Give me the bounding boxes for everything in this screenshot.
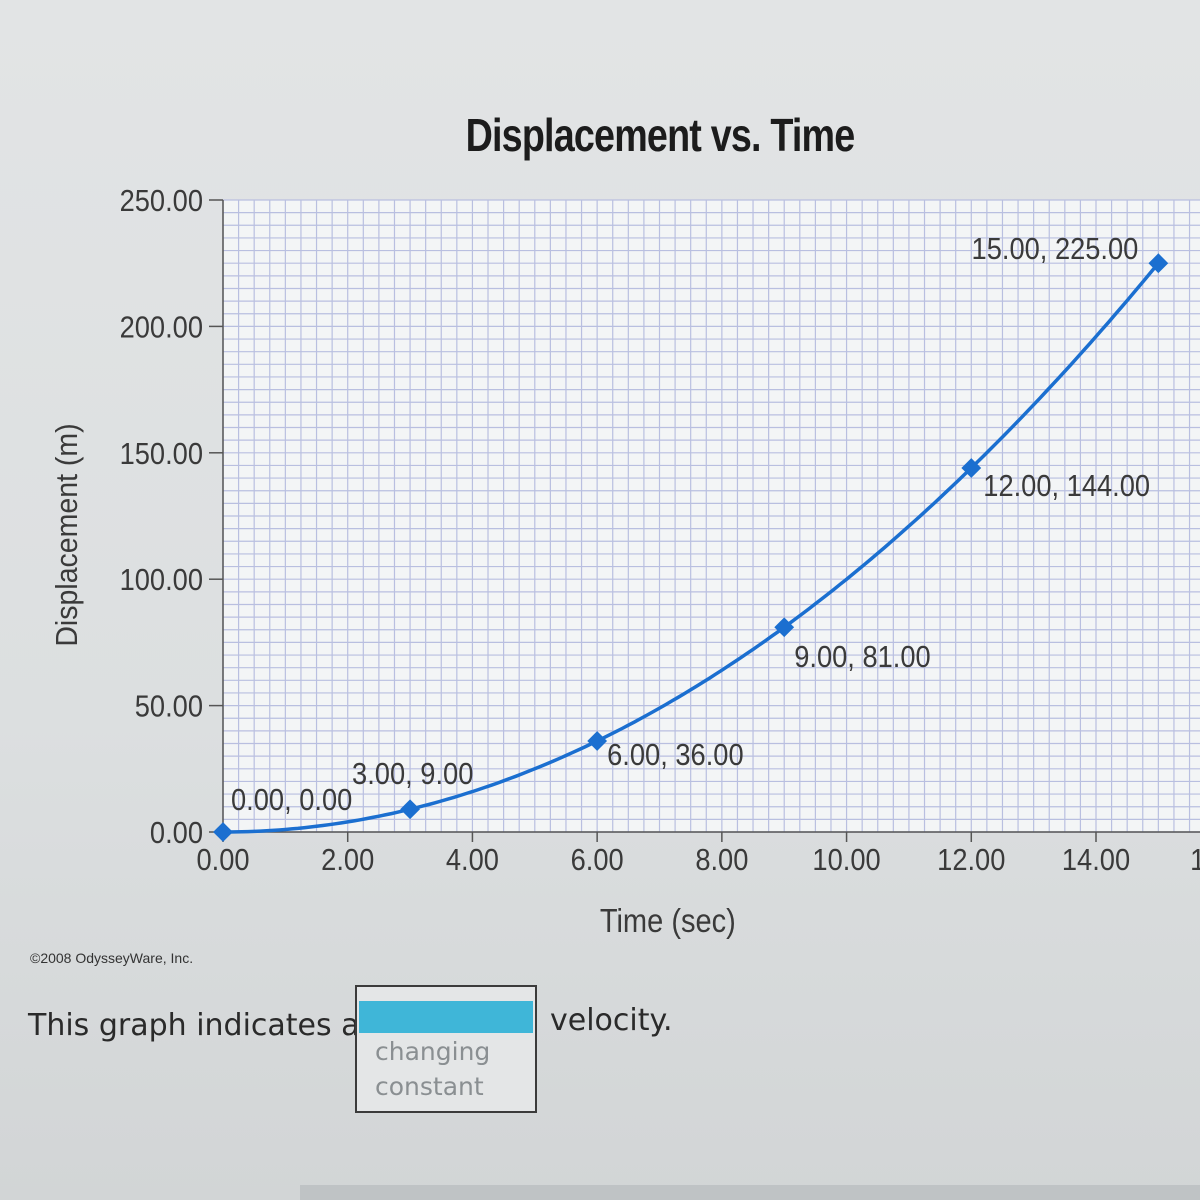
y-tick-label: 150.00 xyxy=(120,437,203,471)
x-tick-label: 0.00 xyxy=(196,843,249,877)
question-suffix: velocity. xyxy=(550,1003,673,1038)
dropdown-option-constant[interactable]: constant xyxy=(375,1072,484,1101)
y-tick-label: 50.00 xyxy=(135,690,203,724)
y-tick-label: 0.00 xyxy=(150,816,203,850)
taskbar-edge xyxy=(300,1185,1200,1200)
data-point xyxy=(587,731,608,751)
x-tick-label: 14.00 xyxy=(1062,843,1130,877)
data-label: 6.00, 36.00 xyxy=(607,738,743,772)
dropdown-option-changing[interactable]: changing xyxy=(375,1037,491,1066)
velocity-dropdown[interactable]: changing constant xyxy=(355,985,537,1113)
chart-title: Displacement vs. Time xyxy=(465,109,856,161)
y-tick-label: 250.00 xyxy=(120,184,203,218)
data-point xyxy=(400,799,420,820)
x-tick-label: 12.00 xyxy=(937,843,1005,877)
x-tick-label: 4.00 xyxy=(446,843,499,877)
x-tick-label: 1 xyxy=(1190,843,1200,877)
data-label: 9.00, 81.00 xyxy=(794,641,930,675)
copyright-notice: ©2008 OdysseyWare, Inc. xyxy=(30,950,194,966)
x-axis-label: Time (sec) xyxy=(600,902,736,939)
data-point xyxy=(1148,253,1169,274)
y-tick-label: 200.00 xyxy=(120,311,203,345)
x-tick-label: 8.00 xyxy=(695,843,748,877)
data-point xyxy=(961,458,982,478)
y-tick-label: 100.00 xyxy=(120,564,203,598)
series-line xyxy=(223,262,1160,834)
data-point xyxy=(774,617,795,638)
data-label: 15.00, 225.00 xyxy=(972,233,1139,267)
x-tick-label: 2.00 xyxy=(321,843,374,877)
dropdown-selected-blank[interactable] xyxy=(359,1001,533,1033)
data-label: 0.00, 0.00 xyxy=(231,783,352,817)
x-tick-label: 10.00 xyxy=(812,843,880,877)
data-label: 3.00, 9.00 xyxy=(352,758,473,792)
displacement-time-chart: 0.00 50.00 100.00 150.00 200.00 250.00 0.00 2.0… xyxy=(50,184,1200,939)
question-prefix: This graph indicates a xyxy=(28,1008,360,1043)
x-tick-label: 6.00 xyxy=(571,843,624,877)
y-axis-label: Displacement (m) xyxy=(50,423,84,646)
data-label: 12.00, 144.00 xyxy=(983,469,1150,503)
